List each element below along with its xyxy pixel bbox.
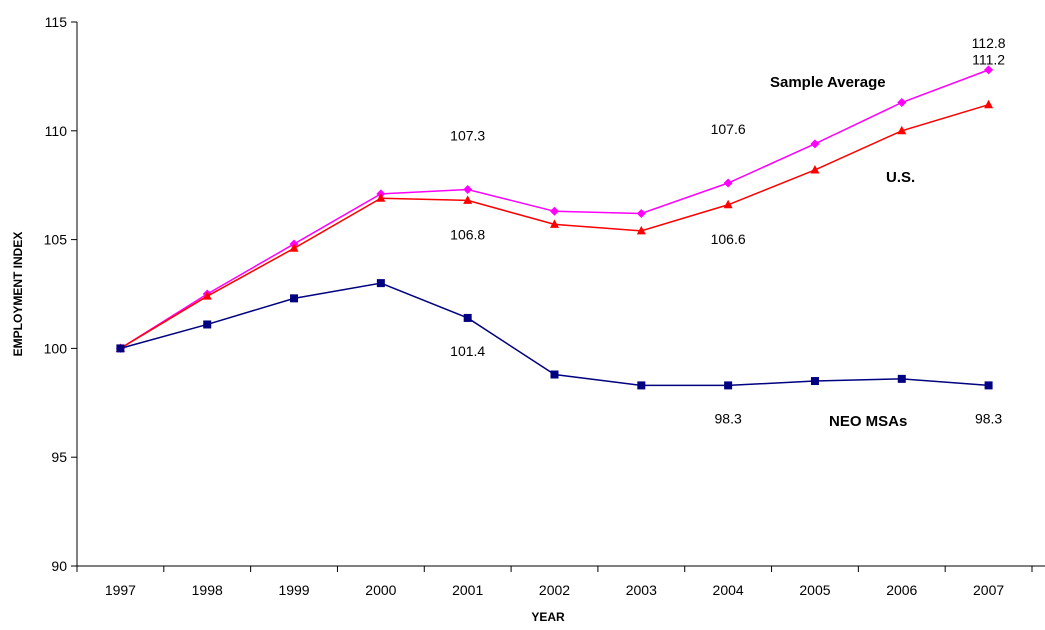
data-label: 98.3 bbox=[975, 410, 1002, 426]
point-neo-msas bbox=[550, 370, 559, 379]
point-neo-msas bbox=[203, 320, 212, 329]
point-u-s bbox=[550, 219, 559, 228]
x-tick-label: 2005 bbox=[799, 582, 830, 598]
point-sample-average bbox=[636, 208, 646, 218]
x-tick-label: 2006 bbox=[886, 582, 917, 598]
point-u-s bbox=[810, 164, 820, 174]
point-sample-average bbox=[897, 98, 907, 108]
y-tick-label: 115 bbox=[45, 14, 68, 30]
series-name-us: U.S. bbox=[886, 169, 915, 186]
point-u-s bbox=[636, 225, 646, 235]
point-neo-msas bbox=[897, 374, 906, 383]
data-label: 112.8 bbox=[972, 35, 1006, 51]
series-name-sample-average: Sample Average bbox=[770, 74, 886, 91]
series-line-neo-msas bbox=[120, 282, 989, 387]
y-axis-title: EMPLOYMENT INDEX bbox=[11, 232, 25, 357]
series-names: Sample Average U.S. NEO MSAs bbox=[770, 74, 915, 430]
x-tick-label: 2004 bbox=[713, 582, 744, 598]
point-sample-average bbox=[810, 139, 820, 149]
x-tick-label: 1997 bbox=[105, 582, 136, 598]
x-tick-label: 2000 bbox=[365, 582, 396, 598]
point-u-s bbox=[376, 193, 386, 202]
point-neo-msas bbox=[984, 381, 993, 390]
y-tick-label: 100 bbox=[44, 340, 68, 356]
data-label: 106.8 bbox=[450, 226, 485, 242]
data-label: 107.3 bbox=[450, 128, 485, 144]
data-label: 111.2 bbox=[972, 52, 1005, 68]
point-u-s bbox=[723, 199, 733, 209]
point-neo-msas bbox=[810, 377, 819, 386]
point-sample-average bbox=[463, 185, 473, 195]
x-tick-label: 2007 bbox=[973, 582, 1004, 598]
ticks: 90 95 100 105 110 115 1997 1998 1999 2000 2001 2002… bbox=[44, 14, 1033, 598]
x-tick-label: 1998 bbox=[192, 582, 223, 598]
x-tick-label: 1999 bbox=[278, 582, 309, 598]
x-axis-title: YEAR bbox=[531, 610, 565, 624]
y-tick-label: 105 bbox=[44, 232, 68, 248]
point-neo-msas bbox=[116, 344, 125, 353]
data-label: 98.3 bbox=[715, 410, 742, 426]
x-tick-label: 2003 bbox=[626, 582, 657, 598]
data-labels: 107.3 107.6 112.8 106.8 106.6 111.2 101.4 98.3 9… bbox=[450, 35, 1006, 427]
y-tick-label: 90 bbox=[51, 558, 67, 574]
point-neo-msas bbox=[376, 279, 385, 288]
y-tick-label: 95 bbox=[51, 449, 67, 465]
point-neo-msas bbox=[637, 381, 646, 390]
point-neo-msas bbox=[724, 381, 733, 390]
point-u-s bbox=[289, 243, 299, 252]
y-tick-label: 110 bbox=[45, 123, 68, 139]
data-label: 106.6 bbox=[711, 231, 746, 247]
x-tick-label: 2001 bbox=[452, 582, 483, 598]
point-u-s bbox=[463, 195, 473, 204]
series-name-neo-msas: NEO MSAs bbox=[829, 413, 907, 430]
point-sample-average bbox=[550, 206, 559, 216]
point-neo-msas bbox=[463, 313, 472, 322]
point-neo-msas bbox=[290, 294, 299, 303]
axes bbox=[76, 22, 1045, 567]
point-sample-average bbox=[723, 178, 733, 188]
point-u-s bbox=[897, 125, 907, 135]
point-u-s bbox=[202, 291, 212, 300]
data-label: 107.6 bbox=[711, 121, 746, 137]
data-label: 101.4 bbox=[450, 343, 485, 359]
series bbox=[115, 65, 994, 390]
point-u-s bbox=[984, 99, 994, 109]
point-sample-average bbox=[984, 65, 994, 75]
x-tick-label: 2002 bbox=[539, 582, 570, 598]
